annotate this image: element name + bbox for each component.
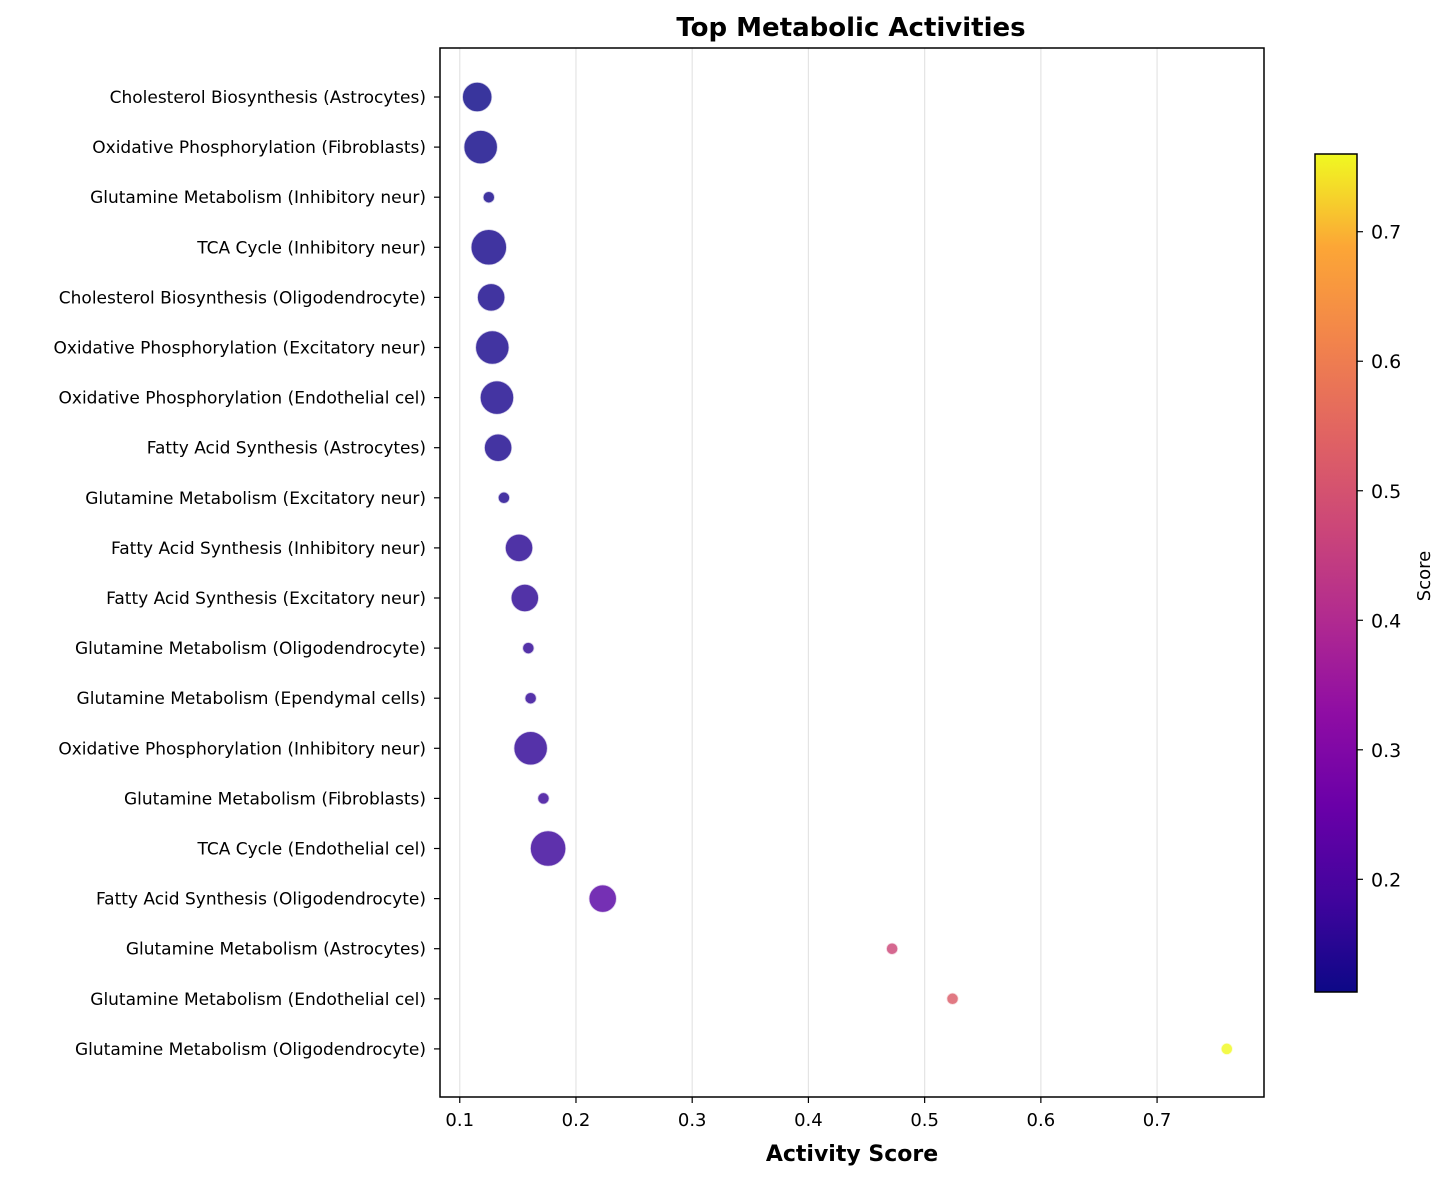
y-tick-label: Fatty Acid Synthesis (Inhibitory neur) [111, 539, 426, 559]
y-tick-label: Fatty Acid Synthesis (Excitatory neur) [106, 589, 426, 609]
x-tick-labels: 0.1 0.2 0.3 0.4 0.5 0.6 0.7 [445, 1097, 1171, 1131]
y-tick-label: Glutamine Metabolism (Inhibitory neur) [90, 188, 426, 208]
y-tick-label: Fatty Acid Synthesis (Oligodendrocyte) [96, 890, 426, 910]
y-tick-label: Oxidative Phosphorylation (Excitatory ne… [53, 339, 426, 359]
y-tick-label: Oxidative Phosphorylation (Endothelial c… [59, 389, 426, 409]
data-point [1220, 1042, 1234, 1056]
data-point [482, 190, 496, 204]
data-point [474, 329, 511, 366]
colorbar-tick-label: 0.4 [1371, 610, 1401, 632]
colorbar-tick-label: 0.3 [1371, 740, 1401, 762]
x-tick-label: 0.7 [1143, 1110, 1172, 1131]
x-axis-label: Activity Score [766, 1142, 938, 1167]
y-tick-labels: Cholesterol Biosynthesis (Astrocytes) Oxi… [53, 88, 440, 1060]
y-tick-label: TCA Cycle (Endothelial cel) [196, 840, 426, 860]
colorbar-ticks: 0.2 0.3 0.4 0.5 0.6 0.7 [1357, 222, 1401, 891]
y-tick-label: Fatty Acid Synthesis (Astrocytes) [147, 439, 426, 459]
x-tick-label: 0.3 [678, 1110, 707, 1131]
data-point [510, 583, 540, 613]
data-point [470, 228, 508, 267]
colorbar-tick-label: 0.5 [1371, 481, 1401, 503]
y-tick-label: Cholesterol Biosynthesis (Astrocytes) [110, 88, 426, 108]
y-tick-label: Glutamine Metabolism (Oligodendrocyte) [75, 1040, 426, 1060]
y-tick-label: Glutamine Metabolism (Ependymal cells) [77, 689, 426, 709]
data-point [529, 829, 567, 868]
y-tick-label: Glutamine Metabolism (Endothelial cel) [90, 990, 426, 1010]
colorbar-tick-label: 0.2 [1371, 869, 1401, 891]
plot-frame [439, 47, 1265, 1098]
x-tick-label: 0.4 [794, 1110, 823, 1131]
data-point [497, 491, 511, 505]
y-tick-label: Cholesterol Biosynthesis (Oligodendrocyt… [59, 288, 426, 308]
y-tick-label: Glutamine Metabolism (Excitatory neur) [85, 489, 426, 509]
data-point [885, 941, 899, 956]
data-point [461, 81, 493, 113]
y-tick-label: Oxidative Phosphorylation (Inhibitory ne… [58, 739, 426, 759]
data-point [476, 282, 506, 313]
y-tick-label: Glutamine Metabolism (Astrocytes) [126, 940, 426, 960]
data-point [504, 533, 534, 563]
data-point [512, 730, 549, 767]
y-tick-label: TCA Cycle (Inhibitory neur) [196, 238, 426, 258]
data-point [479, 379, 515, 416]
data-point [523, 691, 538, 705]
grid-lines [459, 48, 1158, 1097]
data-point [945, 992, 960, 1006]
colorbar-tick-label: 0.7 [1371, 222, 1401, 244]
x-tick-label: 0.5 [910, 1110, 939, 1131]
x-tick-label: 0.1 [445, 1110, 474, 1131]
x-tick-label: 0.2 [562, 1110, 591, 1131]
colorbar [1314, 153, 1358, 993]
y-tick-label: Glutamine Metabolism (Fibroblasts) [124, 789, 426, 809]
x-tick-label: 0.6 [1027, 1110, 1056, 1131]
data-point [536, 791, 551, 806]
chart-title: Top Metabolic Activities [676, 13, 1025, 43]
y-tick-label: Oxidative Phosphorylation (Fibroblasts) [92, 138, 426, 158]
data-point [521, 641, 536, 655]
colorbar-label: Score [1414, 551, 1435, 601]
colorbar-tick-label: 0.6 [1371, 351, 1401, 373]
y-tick-label: Glutamine Metabolism (Oligodendrocyte) [75, 639, 426, 659]
data-point [462, 129, 499, 165]
data-point [587, 883, 618, 914]
data-point [483, 432, 513, 463]
data-points [461, 81, 1234, 1056]
